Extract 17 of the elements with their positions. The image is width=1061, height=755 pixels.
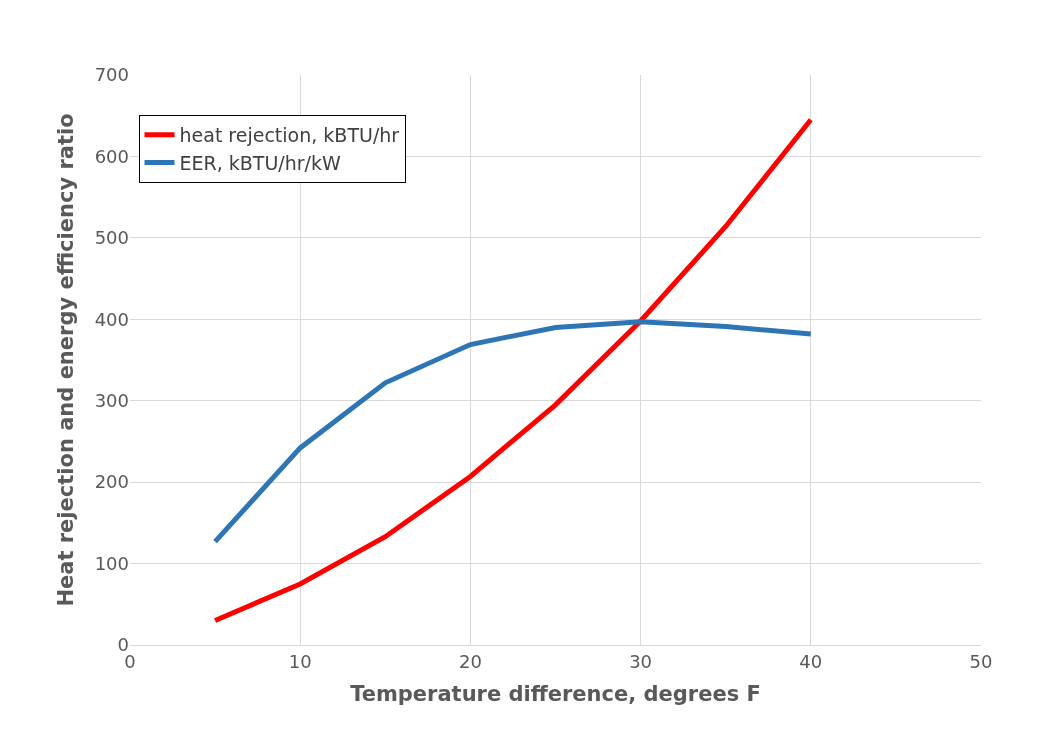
x-axis-title: Temperature difference, degrees F bbox=[350, 681, 761, 706]
legend-label: EER, kBTU/hr/kW bbox=[179, 151, 342, 174]
x-tick-label: 50 bbox=[969, 650, 993, 672]
x-tick-label: 10 bbox=[288, 650, 312, 672]
x-tick-label: 40 bbox=[799, 650, 823, 672]
x-tick-label: 20 bbox=[458, 650, 482, 672]
y-tick-label: 200 bbox=[94, 471, 129, 493]
y-tick-label: 600 bbox=[94, 145, 129, 167]
y-tick-label: 100 bbox=[94, 552, 129, 574]
y-tick-label: 700 bbox=[94, 64, 129, 86]
x-tick-label: 30 bbox=[629, 650, 653, 672]
y-tick-label: 500 bbox=[94, 227, 129, 249]
y-axis-title: Heat rejection and energy efficiency ratio bbox=[53, 113, 78, 607]
legend-label: heat rejection, kBTU/hr bbox=[179, 124, 400, 147]
y-tick-label: 300 bbox=[94, 390, 129, 412]
y-tick-label: 0 bbox=[117, 634, 129, 656]
y-tick-label: 400 bbox=[94, 308, 129, 330]
